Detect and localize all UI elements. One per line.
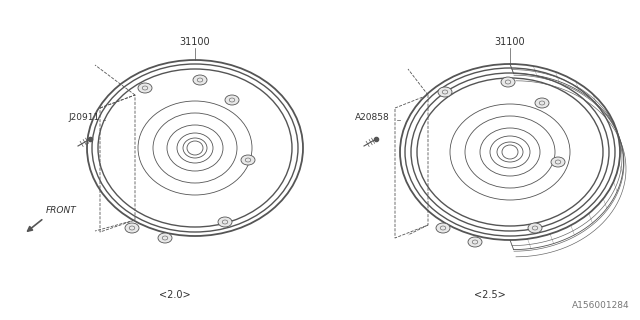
Ellipse shape (535, 98, 549, 108)
Ellipse shape (501, 77, 515, 87)
Ellipse shape (436, 223, 450, 233)
Text: <2.0>: <2.0> (159, 290, 191, 300)
Text: A156001284: A156001284 (572, 301, 630, 310)
Ellipse shape (225, 95, 239, 105)
Text: FRONT: FRONT (46, 206, 77, 215)
Ellipse shape (468, 237, 482, 247)
Text: A20858: A20858 (355, 114, 390, 123)
Ellipse shape (438, 87, 452, 97)
Ellipse shape (125, 223, 139, 233)
Ellipse shape (218, 217, 232, 227)
Text: <2.5>: <2.5> (474, 290, 506, 300)
Ellipse shape (193, 75, 207, 85)
Ellipse shape (138, 83, 152, 93)
Text: 31100: 31100 (180, 37, 211, 47)
Ellipse shape (551, 157, 565, 167)
Ellipse shape (528, 223, 542, 233)
Text: J20911: J20911 (68, 114, 99, 123)
Text: 31100: 31100 (495, 37, 525, 47)
Ellipse shape (158, 233, 172, 243)
Ellipse shape (241, 155, 255, 165)
